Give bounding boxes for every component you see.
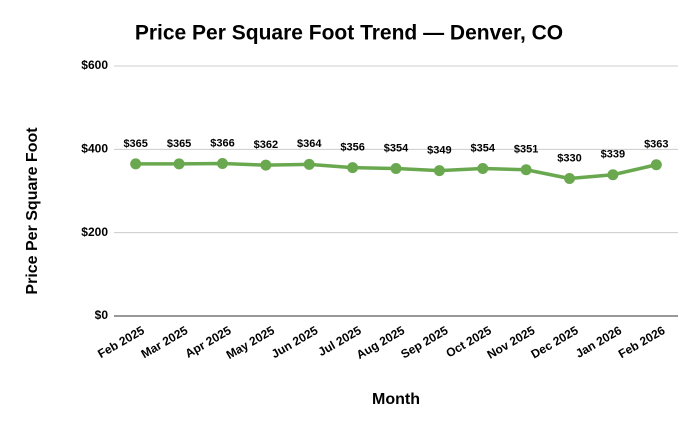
value-label: $364 — [297, 138, 322, 150]
x-tick-label: Feb 2026 — [616, 323, 668, 361]
x-axis-label: Month — [372, 391, 420, 408]
data-point — [520, 164, 532, 176]
x-tick-label: Jan 2026 — [573, 323, 624, 361]
y-axis-label: Price Per Square Foot — [24, 127, 41, 295]
data-point — [477, 163, 489, 174]
y-tick-label: $600 — [81, 58, 108, 72]
value-label: $330 — [557, 152, 581, 164]
data-point — [260, 159, 272, 171]
value-label: $366 — [210, 137, 234, 149]
y-tick-label: $200 — [81, 225, 108, 239]
data-point — [607, 169, 619, 181]
data-point — [390, 163, 402, 174]
value-label: $363 — [644, 139, 668, 151]
value-label: $351 — [514, 144, 538, 156]
value-label: $356 — [340, 142, 364, 154]
data-point — [130, 158, 142, 170]
value-label: $354 — [384, 142, 409, 154]
x-tick-label: Nov 2025 — [485, 323, 538, 362]
x-tick-label: Mar 2025 — [139, 323, 191, 361]
data-point — [216, 158, 228, 169]
data-point — [347, 162, 359, 174]
chart-title: Price Per Square Foot Trend — Denver, CO — [135, 22, 563, 45]
data-point — [650, 159, 662, 171]
x-tick-label: Feb 2025 — [95, 323, 147, 361]
value-label: $354 — [471, 142, 496, 154]
x-tick-label: Dec 2025 — [529, 323, 581, 361]
y-tick-label: $400 — [81, 142, 108, 156]
data-point — [564, 173, 576, 184]
data-point — [303, 158, 315, 170]
x-tick-label: Aug 2025 — [354, 323, 407, 362]
x-tick-label: May 2025 — [224, 323, 278, 362]
x-tick-label: Jun 2025 — [269, 323, 321, 361]
value-label: $362 — [254, 139, 278, 151]
x-tick-label: Sep 2025 — [398, 323, 450, 361]
data-point — [433, 165, 445, 177]
data-point — [173, 158, 185, 170]
value-label: $349 — [427, 144, 451, 156]
value-label: $365 — [167, 138, 191, 150]
y-tick-label: $0 — [95, 308, 109, 322]
value-label: $365 — [123, 138, 147, 150]
value-label: $339 — [601, 149, 625, 161]
